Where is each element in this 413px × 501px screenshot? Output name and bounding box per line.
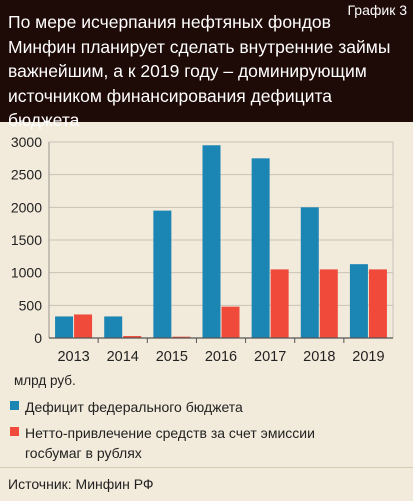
bar-series1-2018 — [300, 207, 319, 338]
legend-label-borrowing-line2: госбумаг в рублях — [25, 445, 142, 461]
bar-series1-2015 — [153, 210, 172, 338]
legend-label-deficit: Дефицит федерального бюджета — [25, 399, 243, 415]
bar-series1-2017 — [251, 158, 270, 338]
legend-label-borrowing: Нетто-привлечение средств за счет эмисси… — [25, 423, 315, 463]
source-bar: Источник: Минфин РФ — [0, 467, 413, 501]
bar-series1-2019 — [349, 264, 368, 338]
grid-lines — [49, 141, 393, 339]
y-tick-label-1500: 1500 — [11, 232, 42, 248]
x-tick-label-2013: 2013 — [57, 349, 89, 365]
bar-series1-2013 — [55, 316, 74, 338]
bar-series2-2013 — [74, 314, 93, 338]
x-tick-label-2018: 2018 — [303, 349, 335, 365]
bar-series2-2017 — [270, 269, 289, 338]
bar-series2-2014 — [123, 336, 142, 338]
legend-label-borrowing-line1: Нетто-привлечение средств за счет эмисси… — [25, 425, 315, 441]
figure-label: График 3 — [347, 2, 407, 18]
bar-series2-2016 — [221, 306, 240, 338]
source-note: Источник: Минфин РФ — [8, 476, 154, 492]
x-tick-label-2014: 2014 — [107, 349, 139, 365]
bar-chart: 0 500 1000 1500 2000 2500 3000 2013 2014 2015 2016… — [11, 134, 394, 388]
legend-item-borrowing: Нетто-привлечение средств за счет эмисси… — [10, 423, 315, 463]
y-tick-label-2500: 2500 — [11, 167, 42, 183]
bar-series2-2019 — [368, 269, 387, 338]
bar-series2-2018 — [319, 269, 338, 338]
legend-item-deficit: Дефицит федерального бюджета — [10, 397, 243, 417]
y-tick-label-2000: 2000 — [11, 199, 42, 215]
chart-title: По мере исчерпания нефтяных фондов Минфи… — [8, 12, 391, 130]
bars — [55, 145, 387, 338]
y-tick-label-3000: 3000 — [11, 134, 42, 150]
legend-swatch-red — [10, 427, 19, 436]
bar-series2-2015 — [172, 336, 191, 338]
x-tick-label-2015: 2015 — [156, 349, 188, 365]
y-tick-label-1000: 1000 — [11, 265, 42, 281]
bar-series1-2016 — [202, 145, 221, 338]
y-tick-label-0: 0 — [34, 330, 42, 346]
bar-series1-2014 — [104, 316, 123, 338]
axes: 0 500 1000 1500 2000 2500 3000 2013 2014 2015 2016… — [11, 134, 394, 388]
legend-swatch-blue — [10, 401, 19, 410]
header-band: По мере исчерпания нефтяных фондов Минфи… — [0, 0, 413, 130]
x-tick-label-2019: 2019 — [352, 349, 384, 365]
y-axis-unit-label: млрд руб. — [14, 373, 76, 388]
x-tick-label-2016: 2016 — [205, 349, 237, 365]
y-tick-label-500: 500 — [19, 297, 43, 313]
x-tick-label-2017: 2017 — [254, 349, 286, 365]
